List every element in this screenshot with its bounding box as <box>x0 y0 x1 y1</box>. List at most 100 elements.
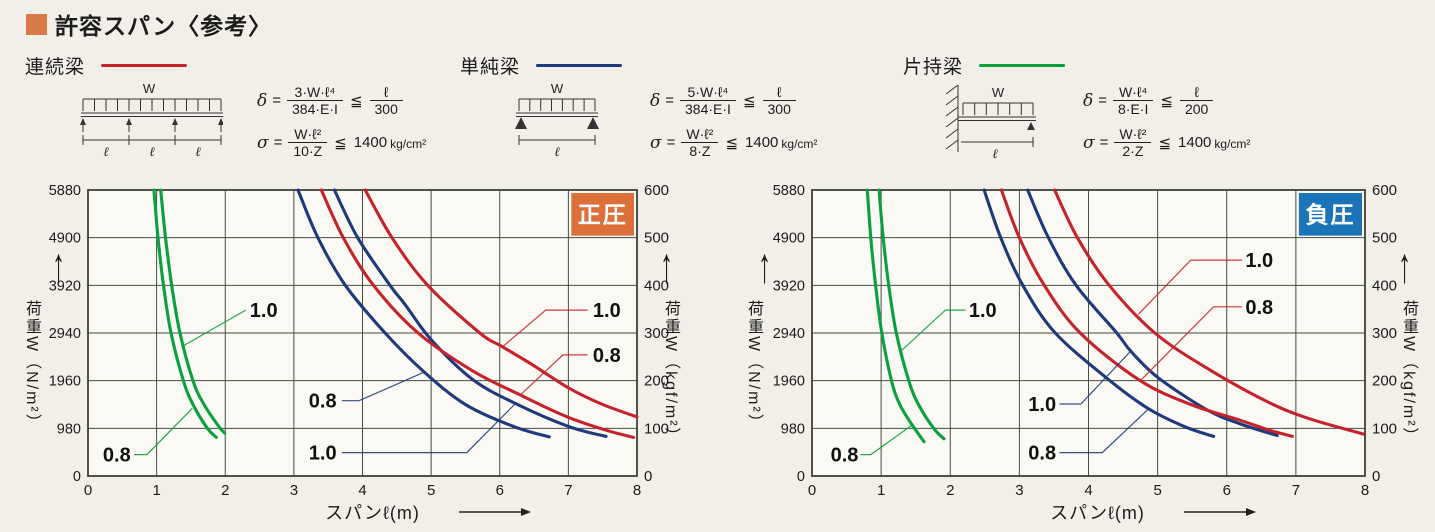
beam-name: 連続梁 <box>25 56 86 78</box>
plot-border <box>811 189 1366 477</box>
y-right-tick-label: 400 <box>644 277 669 294</box>
x-tick-label: 1 <box>152 482 160 499</box>
leader-連続梁-0.8 <box>1139 306 1242 382</box>
up-arrow-icon: ↑ <box>52 236 65 294</box>
y-right-tick-label: 0 <box>1372 468 1380 485</box>
y-left-tick-label: 0 <box>797 469 805 485</box>
curve-片持梁-1.0 <box>877 188 946 441</box>
up-arrow-icon: ↑ <box>758 236 771 294</box>
curve-単純梁-0.8 <box>982 188 1216 438</box>
x-tick-label: 6 <box>1223 482 1231 499</box>
y-left-tick-label: 980 <box>57 421 81 437</box>
y-left-tick-label: 2940 <box>773 326 805 342</box>
x-tick-label: 4 <box>1084 482 1092 499</box>
svg-text:W: W <box>551 82 564 96</box>
curve-value-label-片持梁-0.8: 0.8 <box>831 445 859 467</box>
svg-text:ℓ: ℓ <box>554 145 560 158</box>
up-arrow-icon: ↑ <box>660 236 673 294</box>
curve-連続梁-0.8 <box>999 188 1294 438</box>
y-left-axis-label-positive: 荷重W（N/m²） <box>23 300 40 432</box>
leader-単純梁-1.0 <box>341 403 516 454</box>
x-tick-label: 4 <box>358 482 366 499</box>
continuous-beam-line-swatch <box>101 63 188 67</box>
y-right-tick-label: 100 <box>644 420 669 437</box>
y-right-tick-label: 200 <box>644 373 669 390</box>
svg-text:ℓ: ℓ <box>992 147 998 160</box>
leader-片持梁-1.0 <box>901 309 966 351</box>
right-arrow-icon <box>459 508 531 516</box>
y-right-tick-label: 600 <box>644 182 669 199</box>
y-right-tick-label: 600 <box>1372 182 1397 199</box>
formulas: δ = 3·W·ℓ⁴ 384·E·I ≦ ℓ 300 σ = W·ℓ² 10·Z ≦ … <box>257 84 426 168</box>
legend-head: 片持梁 <box>903 52 1333 78</box>
beam-name: 単純梁 <box>460 56 521 78</box>
leader-単純梁-1.0 <box>1059 350 1132 405</box>
curve-片持梁-1.0 <box>159 188 227 435</box>
curve-value-label-片持梁-1.0: 1.0 <box>250 300 278 322</box>
y-left-tick-label: 0 <box>73 469 81 485</box>
legend-simple-beam: 単純梁 W ℓ δ = <box>460 52 890 168</box>
y-left-tick-label: 4900 <box>773 231 805 247</box>
curve-連続梁-1.0 <box>1053 188 1366 436</box>
y-right-axis-label-positive: 荷重W（kgf/m²） <box>662 300 679 446</box>
beam-name: 片持梁 <box>903 56 964 78</box>
legend-body: W ℓ δ = 5·W·ℓ⁴ 384·E·I ≦ <box>460 82 890 168</box>
page-title: 許容スパン〈参考〉 <box>55 13 273 39</box>
y-right-tick-label: 500 <box>644 230 669 247</box>
y-left-tick-label: 3920 <box>49 278 81 294</box>
curve-片持梁-0.8 <box>865 188 926 444</box>
x-axis-label-negative: スパンℓ(m) <box>1025 499 1256 525</box>
pressure-badge <box>571 193 634 236</box>
curve-value-label-単純梁-1.0: 1.0 <box>1028 394 1056 416</box>
leader-単純梁-0.8 <box>341 371 425 402</box>
sigma-formula: σ = W·ℓ² 8·Z ≦ 1400 kg/cm² <box>650 126 818 160</box>
legend-head: 連続梁 <box>25 52 455 78</box>
y-left-tick-label: 5880 <box>773 183 805 199</box>
delta-formula: δ = 3·W·ℓ⁴ 384·E·I ≦ ℓ 300 <box>257 84 426 117</box>
y-right-tick-label: 400 <box>1372 277 1397 294</box>
formulas: δ = W·ℓ⁴ 8·E·I ≦ ℓ 200 σ = W·ℓ² 2·Z ≦ 1400 … <box>1083 84 1250 168</box>
svg-text:ℓ: ℓ <box>195 145 201 158</box>
y-left-axis-label-negative: 荷重W（N/m²） <box>745 300 762 432</box>
leader-片持梁-1.0 <box>183 309 247 346</box>
title-row: 許容スパン〈参考〉 <box>26 7 272 41</box>
curve-value-label-連続梁-0.8: 0.8 <box>593 345 621 367</box>
x-tick-label: 1 <box>877 482 885 499</box>
right-arrow-icon <box>1184 508 1256 516</box>
y-left-tick-label: 1960 <box>773 374 805 390</box>
svg-text:ℓ: ℓ <box>103 145 109 158</box>
x-tick-label: 3 <box>290 482 298 499</box>
x-tick-label: 2 <box>946 482 954 499</box>
legend-cantilever-beam: 片持梁 W ℓ <box>903 52 1333 168</box>
y-left-tick-label: 980 <box>781 421 805 437</box>
up-arrow-icon: ↑ <box>1398 236 1411 294</box>
curve-単純梁-0.8 <box>296 188 551 439</box>
y-right-tick-label: 100 <box>1372 420 1397 437</box>
x-tick-label: 8 <box>1361 482 1369 499</box>
legend-continuous-beam: 連続梁 W ℓ ℓ ℓ <box>25 52 455 168</box>
curve-片持梁-0.8 <box>152 188 218 439</box>
curve-value-label-片持梁-1.0: 1.0 <box>969 300 997 322</box>
formulas: δ = 5·W·ℓ⁴ 384·E·I ≦ ℓ 300 σ = W·ℓ² 8·Z ≦ 1… <box>650 84 817 168</box>
y-left-tick-label: 1960 <box>49 374 81 390</box>
title-bullet-square <box>26 13 47 35</box>
x-tick-label: 0 <box>808 482 816 499</box>
svg-text:ℓ: ℓ <box>149 145 155 158</box>
y-right-axis-label-negative: 荷重W（kgf/m²） <box>1400 300 1417 446</box>
simple-beam-diagram: W ℓ <box>515 82 599 158</box>
x-tick-label: 8 <box>633 482 641 499</box>
curve-value-label-連続梁-1.0: 1.0 <box>593 300 621 322</box>
y-left-tick-label: 2940 <box>49 326 81 342</box>
curve-value-label-連続梁-1.0: 1.0 <box>1245 250 1273 272</box>
legend-head: 単純梁 <box>460 52 890 78</box>
pressure-badge <box>1298 193 1362 236</box>
leader-連続梁-0.8 <box>519 354 588 396</box>
leader-片持梁-0.8 <box>860 424 913 456</box>
y-right-tick-label: 300 <box>644 325 669 342</box>
continuous-beam-diagram: W ℓ ℓ ℓ <box>80 82 223 158</box>
curve-連続梁-0.8 <box>319 188 636 439</box>
plot-border <box>87 189 638 477</box>
y-right-tick-label: 200 <box>1372 373 1397 390</box>
curve-value-label-連続梁-0.8: 0.8 <box>1245 297 1273 319</box>
y-left-tick-label: 5880 <box>49 183 81 199</box>
